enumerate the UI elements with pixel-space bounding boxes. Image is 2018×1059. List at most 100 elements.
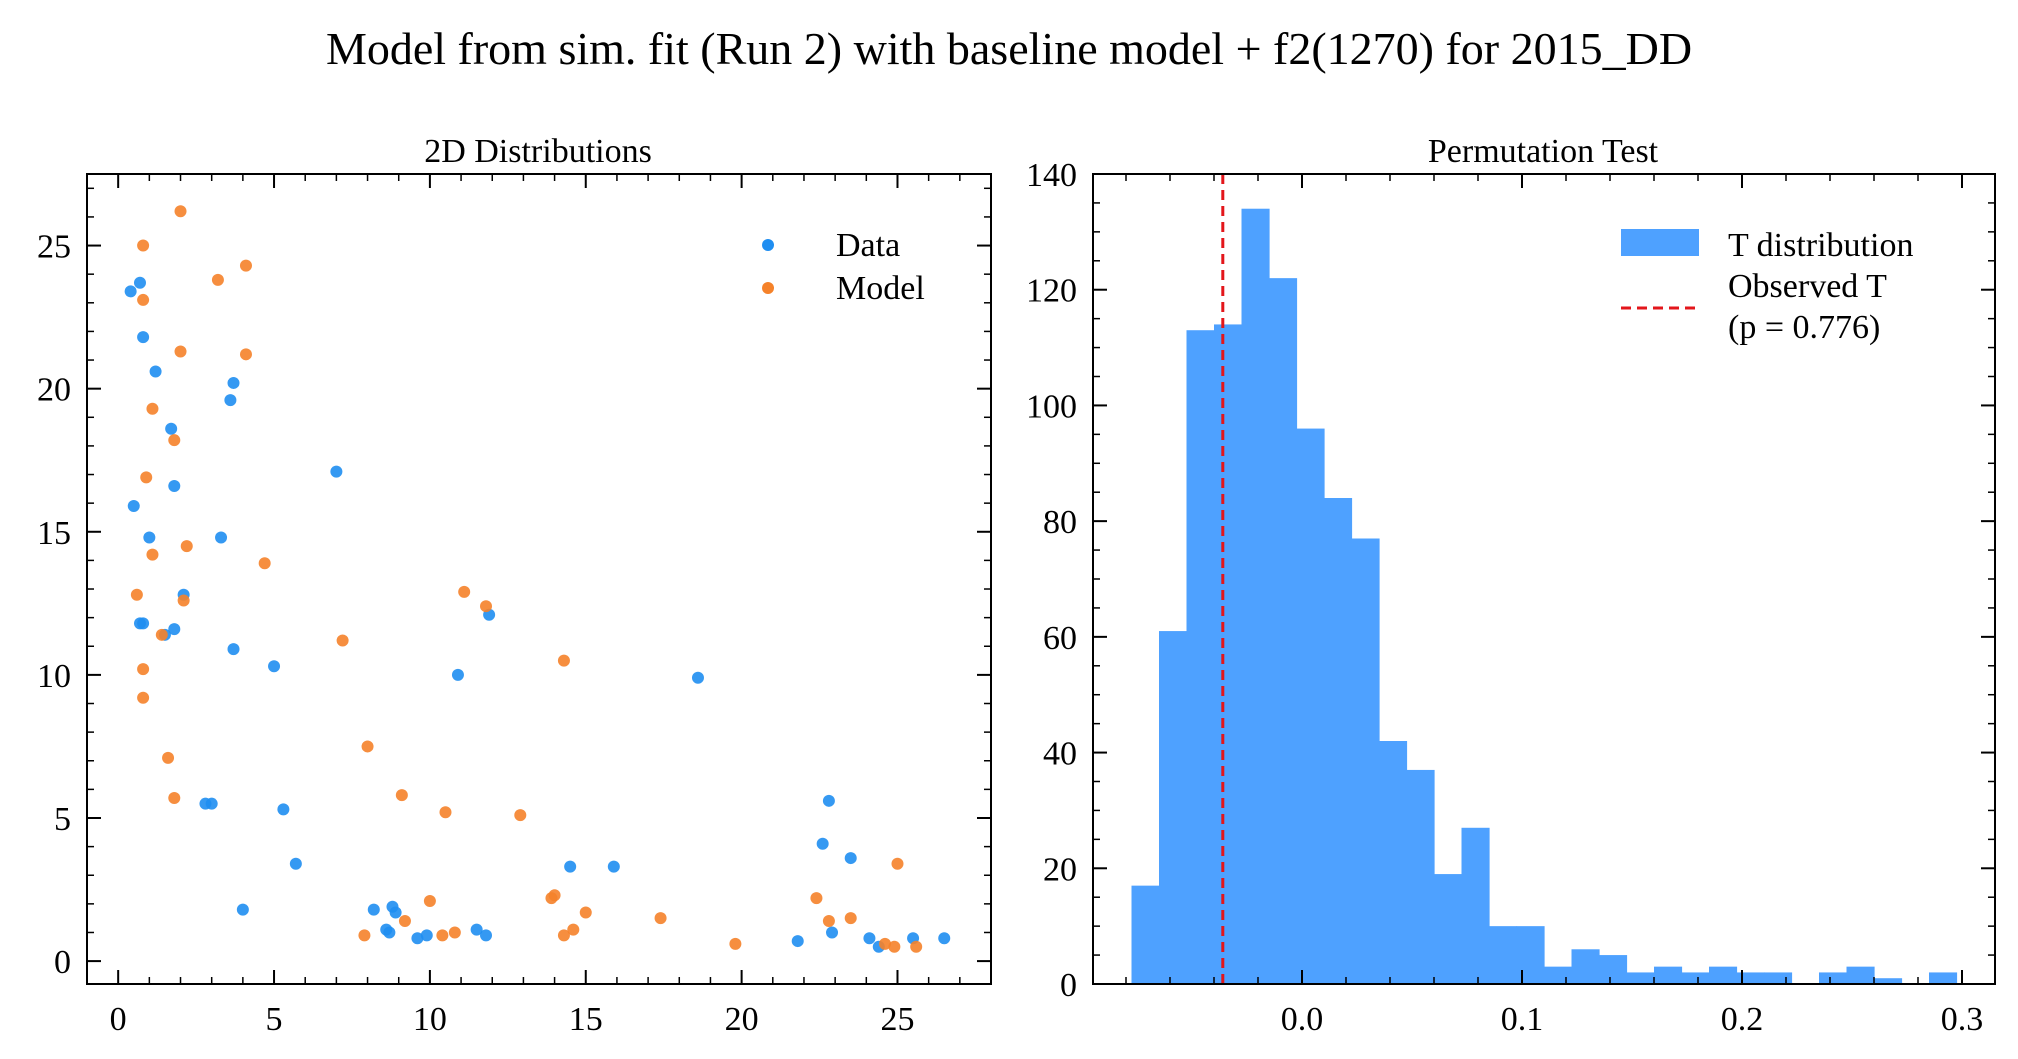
model-point (548, 889, 561, 902)
histogram-bar (1489, 926, 1518, 984)
scatter-y-ticks: 0 5 10 15 20 25 (37, 187, 991, 981)
histogram-bar (1406, 769, 1435, 984)
model-point (130, 588, 143, 601)
data-point (938, 932, 951, 945)
histogram-x-ticks: 0.0 0.1 0.2 0.3 (1125, 174, 1983, 1038)
model-point (140, 471, 153, 484)
model-point (168, 791, 181, 804)
model-point (146, 402, 159, 415)
histogram-bar (1214, 324, 1243, 984)
histogram-bars (1131, 208, 1958, 985)
model-point (844, 912, 857, 925)
model-point (137, 691, 150, 704)
model-point (439, 806, 452, 819)
data-point (367, 903, 380, 916)
data-point (330, 465, 343, 478)
legend-data-label: Data (836, 227, 900, 264)
histogram-bar (1571, 949, 1600, 984)
model-point (579, 906, 592, 919)
model-point (910, 940, 923, 953)
data-point (420, 929, 433, 942)
histogram-bar (1324, 498, 1353, 984)
histogram-bar (1681, 972, 1710, 984)
data-point (289, 857, 302, 870)
y-tick-label: 120 (1026, 273, 1077, 310)
data-point (168, 479, 181, 492)
histogram-bar (1929, 972, 1958, 984)
data-point (816, 837, 829, 850)
legend-model-marker (762, 282, 774, 294)
model-point (239, 348, 252, 361)
x-tick-label: 5 (266, 1001, 283, 1038)
histogram-bar (1819, 972, 1848, 984)
model-point (137, 239, 150, 252)
model-point (258, 557, 271, 570)
model-point (810, 892, 823, 905)
model-point (361, 740, 374, 753)
histogram-bar (1626, 972, 1655, 984)
data-point (137, 331, 150, 344)
model-point (891, 857, 904, 870)
data-point (168, 623, 181, 636)
x-tick-label: 25 (880, 1001, 914, 1038)
histogram-frame (1092, 173, 1996, 985)
histogram-bar (1846, 966, 1875, 984)
data-point (470, 923, 483, 936)
histogram-bar (1654, 966, 1683, 984)
model-point (137, 663, 150, 676)
model-point (336, 634, 349, 647)
y-tick-label: 25 (37, 229, 71, 266)
histogram-y-ticks: 0 20 40 60 80 100 120 140 (1026, 157, 1995, 1004)
model-point (557, 654, 570, 667)
histogram-bar (1736, 972, 1765, 984)
legend-model-label: Model (836, 270, 925, 307)
data-point (826, 926, 839, 939)
data-point (227, 643, 240, 656)
histogram-bar (1599, 955, 1628, 984)
x-tick-label: 0.2 (1721, 1001, 1764, 1038)
model-point (174, 205, 187, 218)
model-point (514, 809, 527, 822)
data-point (137, 617, 150, 630)
histogram-bar (1351, 538, 1380, 984)
model-point (879, 937, 892, 950)
histogram-bar (1434, 874, 1463, 984)
x-tick-label: 15 (569, 1001, 603, 1038)
model-point (480, 600, 493, 613)
histogram-bar (1544, 966, 1573, 984)
legend-p-value: (p = 0.776) (1728, 309, 1880, 346)
histogram-bar (1709, 966, 1738, 984)
histogram-bar (1186, 330, 1215, 984)
model-point (358, 929, 371, 942)
data-point (451, 668, 464, 681)
data-point (149, 365, 162, 378)
x-tick-label: 0.0 (1281, 1001, 1324, 1038)
data-point (236, 903, 249, 916)
model-point (448, 926, 461, 939)
y-tick-label: 10 (37, 658, 71, 695)
x-tick-label: 0 (110, 1001, 127, 1038)
y-tick-label: 80 (1043, 504, 1077, 541)
data-point (480, 929, 493, 942)
data-point (165, 422, 178, 435)
model-point (567, 923, 580, 936)
legend-data-marker (762, 239, 774, 251)
histogram-bar (1379, 741, 1408, 984)
model-point (729, 937, 742, 950)
data-point (127, 500, 140, 513)
x-tick-label: 20 (725, 1001, 759, 1038)
y-tick-label: 140 (1026, 157, 1077, 194)
y-tick-label: 0 (54, 944, 71, 981)
model-point (211, 273, 224, 286)
model-point (174, 345, 187, 358)
legend-hist-swatch (1621, 229, 1699, 256)
histogram-bar (1241, 208, 1270, 984)
model-point (137, 293, 150, 306)
model-point (177, 594, 190, 607)
model-point (168, 434, 181, 447)
model-point (557, 929, 570, 942)
scatter-frame (86, 173, 992, 985)
model-point (395, 789, 408, 802)
model-point (180, 540, 193, 553)
